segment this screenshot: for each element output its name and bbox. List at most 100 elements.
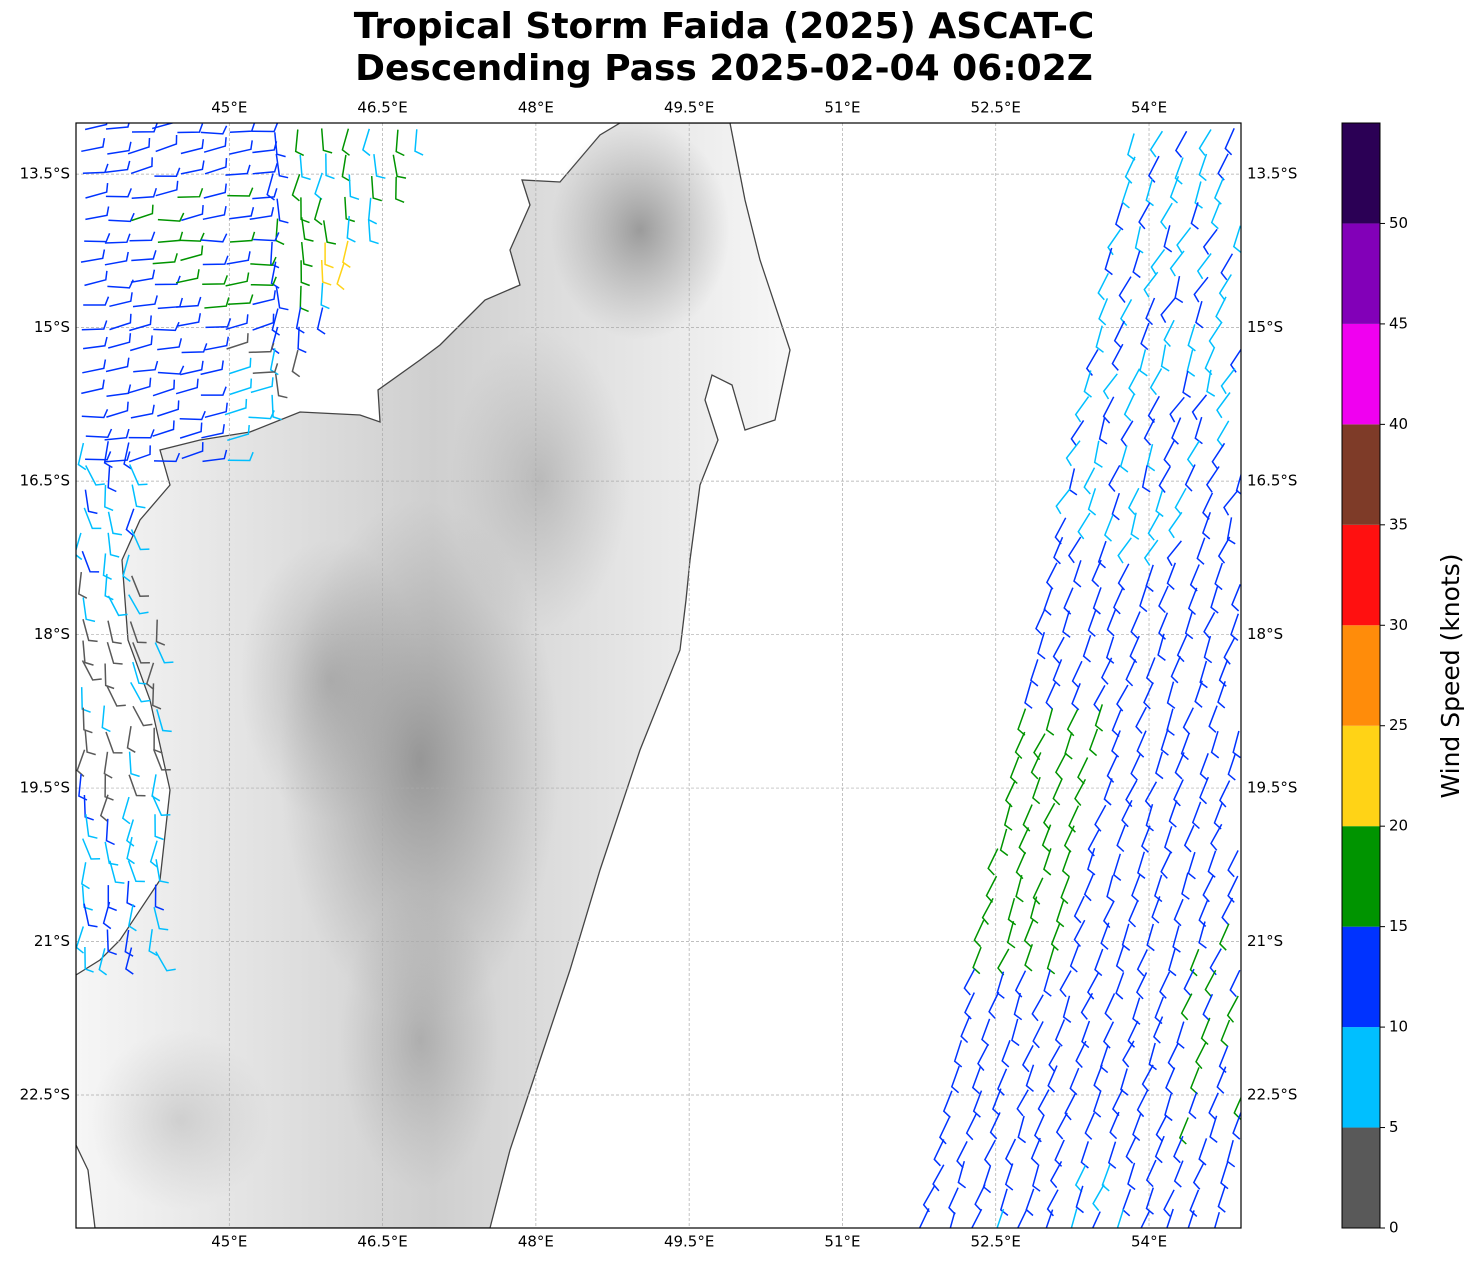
wind-barb — [1128, 900, 1139, 928]
colorbar-tick-label: 15 — [1389, 917, 1408, 935]
wind-barb — [1159, 971, 1171, 999]
x-tick-label: 49.5°E — [664, 1233, 714, 1251]
wind-barb — [99, 794, 109, 822]
wind-barb — [248, 342, 275, 354]
wind-barb — [1081, 1020, 1091, 1049]
wind-barb — [1067, 536, 1082, 564]
wind-barb — [1153, 1016, 1164, 1044]
wind-barb — [128, 751, 140, 778]
wind-barb — [1016, 1209, 1027, 1228]
wind-barb — [996, 1208, 1005, 1228]
wind-barb — [1045, 708, 1055, 736]
wind-barb — [130, 157, 153, 175]
wind-barb — [1054, 517, 1067, 545]
wind-barb — [1217, 681, 1226, 709]
wind-barb — [126, 725, 136, 753]
wind-barb — [1139, 584, 1148, 613]
y-tick-label: 21°S — [34, 932, 70, 950]
x-tick-label: 54°E — [1131, 1233, 1167, 1251]
wind-barb — [348, 174, 360, 201]
colorbar-segment — [1342, 323, 1380, 425]
wind-barb — [1146, 444, 1156, 472]
colorbar-tick-label: 20 — [1389, 817, 1408, 835]
wind-barb — [157, 365, 185, 375]
wind-barb — [291, 173, 301, 202]
wind-barb — [1094, 804, 1107, 832]
wind-barb — [1229, 969, 1241, 998]
wind-barb — [985, 875, 998, 903]
wind-barb — [1176, 227, 1192, 254]
wind-barb — [154, 884, 165, 911]
wind-barb — [82, 359, 107, 374]
wind-barb — [229, 357, 252, 375]
wind-barb — [1115, 944, 1125, 973]
wind-barb — [131, 187, 158, 199]
x-tick-label: 51°E — [824, 1233, 860, 1251]
wind-barb — [132, 295, 158, 308]
wind-barb — [1068, 805, 1080, 833]
wind-barb — [341, 128, 350, 156]
wind-barb — [963, 968, 976, 996]
wind-barb — [1200, 1017, 1211, 1046]
wind-barb — [977, 1043, 989, 1071]
wind-barb — [1053, 536, 1064, 565]
wind-barb — [104, 841, 119, 866]
wind-barb — [269, 348, 279, 376]
wind-barb — [1233, 1095, 1241, 1120]
wind-barb — [336, 262, 345, 291]
wind-barb — [252, 290, 276, 306]
wind-barb — [957, 1160, 967, 1189]
wind-barb — [152, 683, 162, 710]
wind-barb — [76, 749, 86, 777]
wind-barb — [373, 154, 386, 179]
wind-barb — [1107, 1141, 1117, 1169]
wind-barb — [1163, 225, 1173, 253]
wind-barb — [1092, 1184, 1105, 1212]
wind-barb — [1083, 873, 1094, 902]
wind-barb — [1074, 1164, 1087, 1193]
wind-barb — [1046, 1189, 1059, 1217]
wind-barb — [971, 1208, 983, 1228]
wind-barb — [81, 660, 102, 681]
wind-barb — [151, 794, 171, 816]
wind-barb — [1196, 253, 1212, 280]
wind-barb — [1055, 899, 1065, 928]
wind-barb — [1132, 997, 1141, 1025]
wind-barb — [128, 445, 151, 463]
wind-barb — [1093, 1090, 1102, 1118]
wind-barb — [1055, 488, 1071, 515]
wind-barb — [367, 197, 378, 225]
wind-barb — [1223, 489, 1239, 516]
wind-barb — [1157, 633, 1166, 662]
wind-barb — [1202, 492, 1214, 520]
wind-barb — [204, 297, 230, 309]
wind-barb — [132, 661, 148, 685]
wind-barb — [1120, 1068, 1129, 1096]
wind-barb — [148, 929, 158, 956]
wind-barb — [1048, 1045, 1061, 1073]
wind-barb — [1111, 343, 1124, 371]
wind-barb — [1132, 250, 1141, 279]
wind-barb — [107, 141, 132, 155]
wind-barb — [109, 860, 125, 884]
wind-barb — [1147, 513, 1160, 541]
wind-barb — [1047, 1065, 1058, 1093]
wind-barb — [1136, 730, 1147, 758]
y-tick-label: 16.5°S — [20, 472, 70, 490]
wind-barb — [203, 183, 227, 199]
wind-barbs — [76, 123, 1241, 1228]
wind-barb — [153, 907, 169, 931]
wind-barb — [205, 318, 232, 329]
wind-barb — [1174, 157, 1184, 185]
wind-barb — [1134, 226, 1144, 254]
colorbar-tick-label: 35 — [1389, 515, 1408, 533]
wind-barb — [131, 123, 158, 133]
wind-barb — [1180, 993, 1193, 1021]
wind-barb — [973, 919, 985, 948]
wind-barb — [1192, 1162, 1205, 1190]
wind-barb — [320, 259, 332, 286]
wind-barb — [1144, 781, 1158, 809]
wind-barb — [1227, 753, 1237, 781]
wind-barb — [107, 885, 117, 912]
